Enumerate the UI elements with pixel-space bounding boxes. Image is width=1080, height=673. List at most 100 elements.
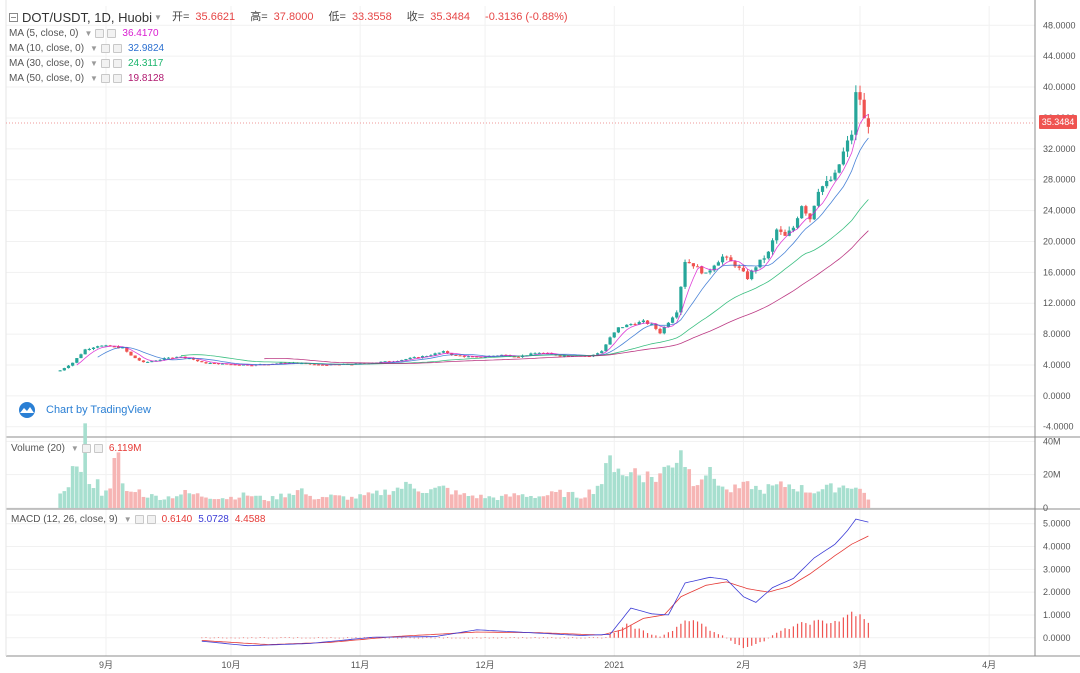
ohlc-readout: 开= 35.6621 高= 37.8000 低= 33.3558 收= 35.3484 …: [171, 10, 568, 23]
candle-body: [379, 361, 383, 363]
macd-hist-bar: [613, 632, 615, 638]
volume-bar: [216, 499, 221, 508]
macd-hist-bar: [442, 637, 445, 639]
volume-bar: [416, 491, 421, 508]
close-icon[interactable]: [112, 74, 122, 83]
volume-bar: [574, 497, 579, 508]
chevron-down-icon[interactable]: ▼: [123, 515, 132, 524]
volume-bar: [791, 489, 796, 508]
macd-hist-bar: [413, 637, 415, 639]
candle-body: [129, 351, 133, 356]
volume-bar: [370, 493, 375, 508]
volume-bar: [820, 489, 825, 508]
candle-body: [866, 118, 870, 127]
time-tick-label[interactable]: 2月: [736, 660, 750, 670]
candle-body: [683, 261, 687, 287]
candle-body: [408, 357, 412, 360]
macd-hist-bar: [684, 620, 686, 638]
macd-hist-bar: [730, 637, 732, 641]
volume-bar: [837, 487, 841, 508]
indicator-name[interactable]: MA (5, close, 0): [9, 28, 79, 39]
volume-bar: [333, 495, 337, 508]
main-legend: DOT/USDT, 1D, Huobi ▼ 开= 35.6621 高= 37.800…: [9, 8, 574, 86]
candle-body: [321, 364, 325, 366]
macd-hist-bar: [646, 633, 649, 638]
time-tick-label[interactable]: 2021: [604, 660, 624, 670]
chevron-down-icon[interactable]: ▼: [90, 59, 98, 68]
close-icon[interactable]: [146, 515, 156, 524]
settings-icon[interactable]: [81, 444, 91, 453]
indicator-name[interactable]: MA (30, close, 0): [9, 58, 85, 69]
volume-bar: [458, 494, 462, 508]
macd-hist-bar: [584, 637, 586, 639]
close-icon[interactable]: [112, 59, 122, 68]
close-icon[interactable]: [93, 444, 103, 453]
settings-icon[interactable]: [100, 44, 110, 53]
macd-tick-label: 5.0000: [1043, 519, 1071, 529]
macd-hist-bar: [588, 637, 590, 638]
indicator-row[interactable]: MA (30, close, 0) ▼ 24.3117: [9, 56, 574, 71]
candle-body: [750, 270, 754, 280]
macd-hist-bar: [276, 637, 278, 639]
candle-body: [237, 364, 241, 366]
macd-hist-bar: [338, 637, 340, 639]
settings-icon[interactable]: [100, 59, 110, 68]
candle-body: [679, 286, 683, 313]
symbol-title[interactable]: DOT/USDT, 1D, Huobi: [22, 9, 153, 25]
volume-bar: [358, 494, 362, 508]
chevron-down-icon[interactable]: ▼: [90, 74, 98, 83]
volume-bar: [658, 473, 662, 508]
macd-hist-bar: [451, 637, 453, 639]
candle-body: [466, 356, 471, 358]
macd-hist-bar: [417, 637, 420, 639]
macd-hist-bar: [326, 637, 328, 639]
indicator-row[interactable]: MA (50, close, 0) ▼ 19.8128: [9, 71, 574, 86]
close-icon[interactable]: [112, 44, 122, 53]
tradingview-watermark[interactable]: Chart by TradingView: [16, 402, 151, 418]
indicator-name[interactable]: MA (10, close, 0): [9, 43, 85, 54]
volume-bar: [495, 500, 500, 508]
chevron-down-icon[interactable]: ▼: [84, 29, 93, 38]
macd-indicator-name[interactable]: MACD (12, 26, close, 9): [11, 514, 118, 525]
volume-bar: [720, 486, 725, 508]
volume-bar: [312, 499, 317, 508]
volume-bar: [841, 485, 846, 508]
settings-icon[interactable]: [100, 74, 110, 83]
volume-bar: [399, 488, 404, 508]
volume-bar: [337, 495, 342, 508]
settings-icon[interactable]: [134, 515, 144, 524]
close-icon[interactable]: [107, 29, 117, 38]
volume-bar: [129, 491, 133, 508]
chevron-down-icon[interactable]: ▼: [90, 44, 98, 53]
candle-body: [225, 363, 229, 365]
indicator-row[interactable]: MA (5, close, 0) ▼ 36.4170: [9, 26, 574, 41]
indicator-name[interactable]: MA (50, close, 0): [9, 73, 85, 84]
time-tick-label[interactable]: 11月: [351, 660, 369, 670]
macd-hist-bar: [667, 632, 669, 638]
collapse-icon[interactable]: [9, 12, 18, 22]
volume-bar: [362, 495, 367, 508]
macd-hist-bar: [530, 637, 532, 639]
candle-body: [837, 164, 841, 173]
time-tick-label[interactable]: 12月: [476, 660, 495, 670]
macd-hist-bar: [821, 620, 824, 638]
indicator-row[interactable]: MA (10, close, 0) ▼ 32.9824: [9, 41, 574, 56]
volume-bar: [349, 496, 354, 508]
volume-bar: [437, 486, 442, 508]
macd-hist-bar: [255, 637, 257, 639]
candle-body: [625, 324, 629, 328]
volume-indicator-name[interactable]: Volume (20): [11, 443, 65, 454]
volume-bar: [745, 481, 750, 508]
time-tick-label[interactable]: 9月: [99, 660, 113, 670]
candle-body: [512, 356, 516, 358]
time-tick-label[interactable]: 4月: [982, 660, 996, 670]
chevron-down-icon[interactable]: ▼: [154, 12, 162, 22]
time-tick-label[interactable]: 3月: [853, 660, 867, 670]
volume-bar: [641, 482, 646, 508]
time-tick-label[interactable]: 10月: [221, 660, 240, 670]
volume-bar: [829, 483, 833, 508]
settings-icon[interactable]: [95, 29, 105, 38]
chevron-down-icon[interactable]: ▼: [70, 444, 79, 453]
